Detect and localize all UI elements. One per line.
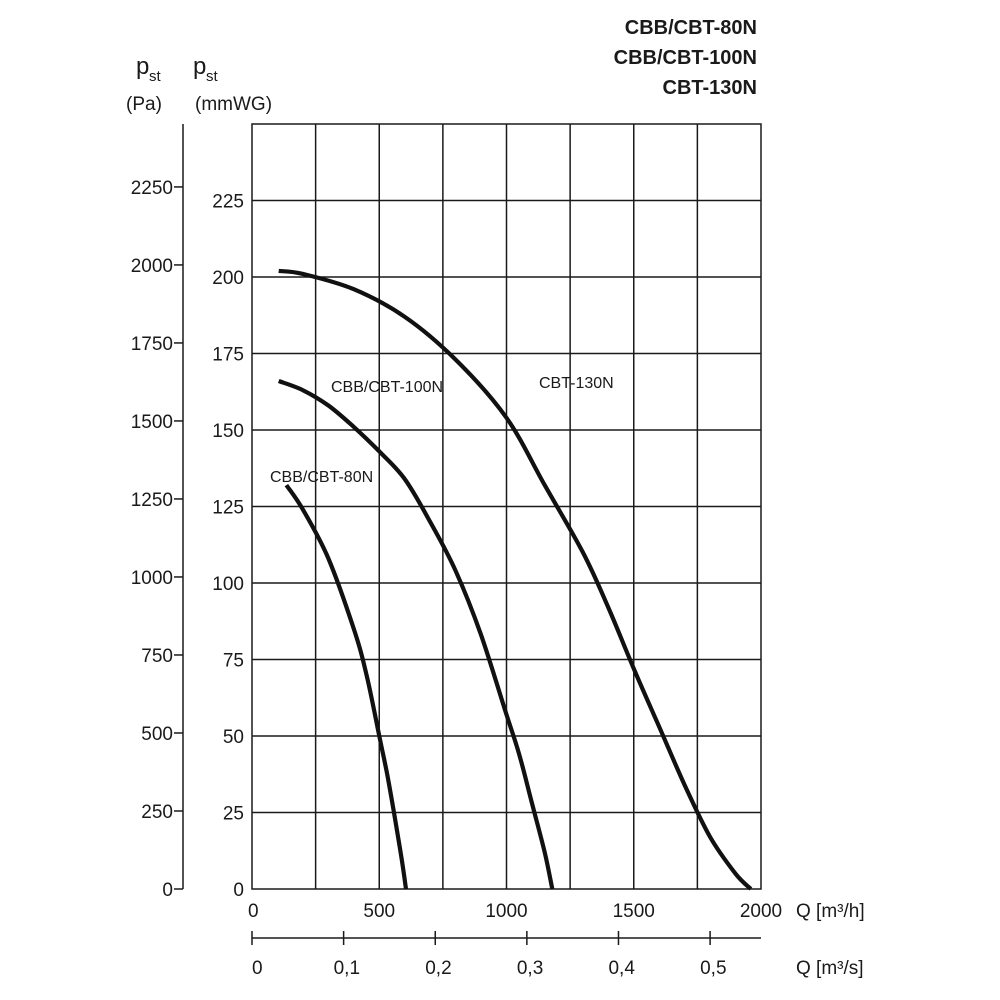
m3s-tick-label: 0,2 [425,958,451,979]
m3h-tick-label: 2000 [740,901,782,922]
curve-cbb-cbt-80n [284,483,409,890]
mmwg-axis: 0 25 50 75 100 125 150 175 200 225 [212,192,244,902]
curve-label-cbb-cbt-80n: CBB/CBT-80N [270,469,373,486]
mmwg-tick-label: 25 [223,804,244,825]
mmwg-tick-label: 125 [212,498,244,519]
title-line: CBB/CBT-100N [614,47,757,69]
curve-label-cbt-130n: CBT-130N [539,375,614,392]
mmwg-tick-label: 150 [212,421,244,442]
pa-tick-label: 500 [141,724,173,745]
m3h-tick-label: 500 [363,901,395,922]
left-axis-heading: p st (Pa) [126,53,162,115]
pa-tick-label: 1500 [131,412,173,433]
m3s-axis-label: Q [m³/s] [796,958,864,979]
m3s-tick-label: 0,5 [700,958,726,979]
chart-title: CBB/CBT-80N CBB/CBT-100N CBT-130N [614,17,757,99]
mmwg-tick-label: 0 [233,880,244,901]
curve-cbb-cbt-100n [277,379,555,890]
right-axis-unit: (mmWG) [195,94,272,115]
plot-grid [251,123,762,890]
right-axis-symbol: p [193,53,206,80]
m3h-axis: 0 500 1000 1500 2000 Q [m³/h] [248,901,865,922]
curve-label-cbb-cbt-100n: CBB/CBT-100N [331,379,443,396]
left-axis-subscript: st [149,68,162,85]
m3h-tick-label: 0 [248,901,259,922]
mmwg-tick-label: 75 [223,651,244,672]
mmwg-tick-label: 225 [212,192,244,213]
m3s-axis: 0 0,1 0,2 0,3 0,4 0,5 Q [m³/s] [251,931,864,979]
mmwg-tick-label: 175 [212,345,244,366]
pa-axis: 0 250 500 750 1000 1250 1500 1750 2000 2250 [131,124,184,901]
right-axis-heading: p st (mmWG) [193,53,272,115]
mmwg-tick-label: 100 [212,574,244,595]
m3s-tick-label: 0,3 [517,958,543,979]
performance-curves [277,268,753,891]
curve-labels: CBB/CBT-80N CBB/CBT-100N CBT-130N [270,375,614,486]
title-line: CBT-130N [663,77,757,99]
curve-cbt-130n [278,268,753,891]
pa-tick-label: 1250 [131,490,173,511]
pa-tick-label: 1000 [131,568,173,589]
left-axis-symbol: p [136,53,149,80]
pa-tick-label: 2000 [131,256,173,277]
pa-tick-label: 2250 [131,178,173,199]
m3s-tick-label: 0,1 [334,958,360,979]
mmwg-tick-label: 200 [212,268,244,289]
m3h-axis-label: Q [m³/h] [796,901,865,922]
right-axis-subscript: st [206,68,219,85]
left-axis-unit: (Pa) [126,94,162,115]
pa-tick-label: 0 [162,880,173,901]
pa-tick-label: 750 [141,646,173,667]
m3s-tick-label: 0,4 [608,958,635,979]
m3h-tick-label: 1000 [485,901,527,922]
pa-tick-label: 1750 [131,334,173,355]
m3s-tick-label: 0 [252,958,263,979]
title-line: CBB/CBT-80N [625,17,757,39]
m3h-tick-label: 1500 [613,901,655,922]
pa-tick-label: 250 [141,802,173,823]
mmwg-tick-label: 50 [223,727,244,748]
